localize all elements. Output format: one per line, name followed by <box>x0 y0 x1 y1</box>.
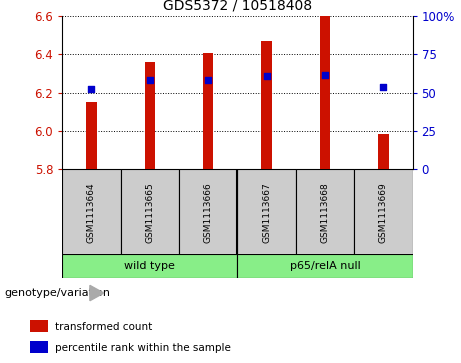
Point <box>146 77 154 83</box>
Text: GSM1113665: GSM1113665 <box>145 182 154 243</box>
Bar <box>145 62 155 169</box>
Bar <box>378 134 389 169</box>
Bar <box>62 169 121 256</box>
Bar <box>320 16 330 169</box>
Bar <box>237 169 296 256</box>
Point <box>321 73 329 78</box>
Bar <box>179 169 237 256</box>
Point <box>205 77 212 82</box>
Text: GSM1113666: GSM1113666 <box>204 182 213 243</box>
Bar <box>237 254 413 278</box>
Bar <box>296 169 354 256</box>
Point <box>263 73 270 79</box>
Point <box>380 84 387 90</box>
Bar <box>30 341 48 353</box>
Text: genotype/variation: genotype/variation <box>5 288 111 298</box>
Bar <box>203 53 213 169</box>
Title: GDS5372 / 10518408: GDS5372 / 10518408 <box>163 0 312 12</box>
Bar <box>354 169 413 256</box>
Text: percentile rank within the sample: percentile rank within the sample <box>55 343 231 352</box>
Text: GSM1113668: GSM1113668 <box>320 182 330 243</box>
Bar <box>86 102 97 169</box>
Bar <box>261 41 272 169</box>
Point <box>88 86 95 91</box>
Text: GSM1113664: GSM1113664 <box>87 182 96 243</box>
Text: wild type: wild type <box>124 261 175 271</box>
Text: p65/relA null: p65/relA null <box>290 261 361 271</box>
Bar <box>121 169 179 256</box>
Text: GSM1113669: GSM1113669 <box>379 182 388 243</box>
Bar <box>30 321 48 332</box>
Text: transformed count: transformed count <box>55 322 153 332</box>
Polygon shape <box>90 285 104 301</box>
Text: GSM1113667: GSM1113667 <box>262 182 271 243</box>
Bar <box>62 254 237 278</box>
